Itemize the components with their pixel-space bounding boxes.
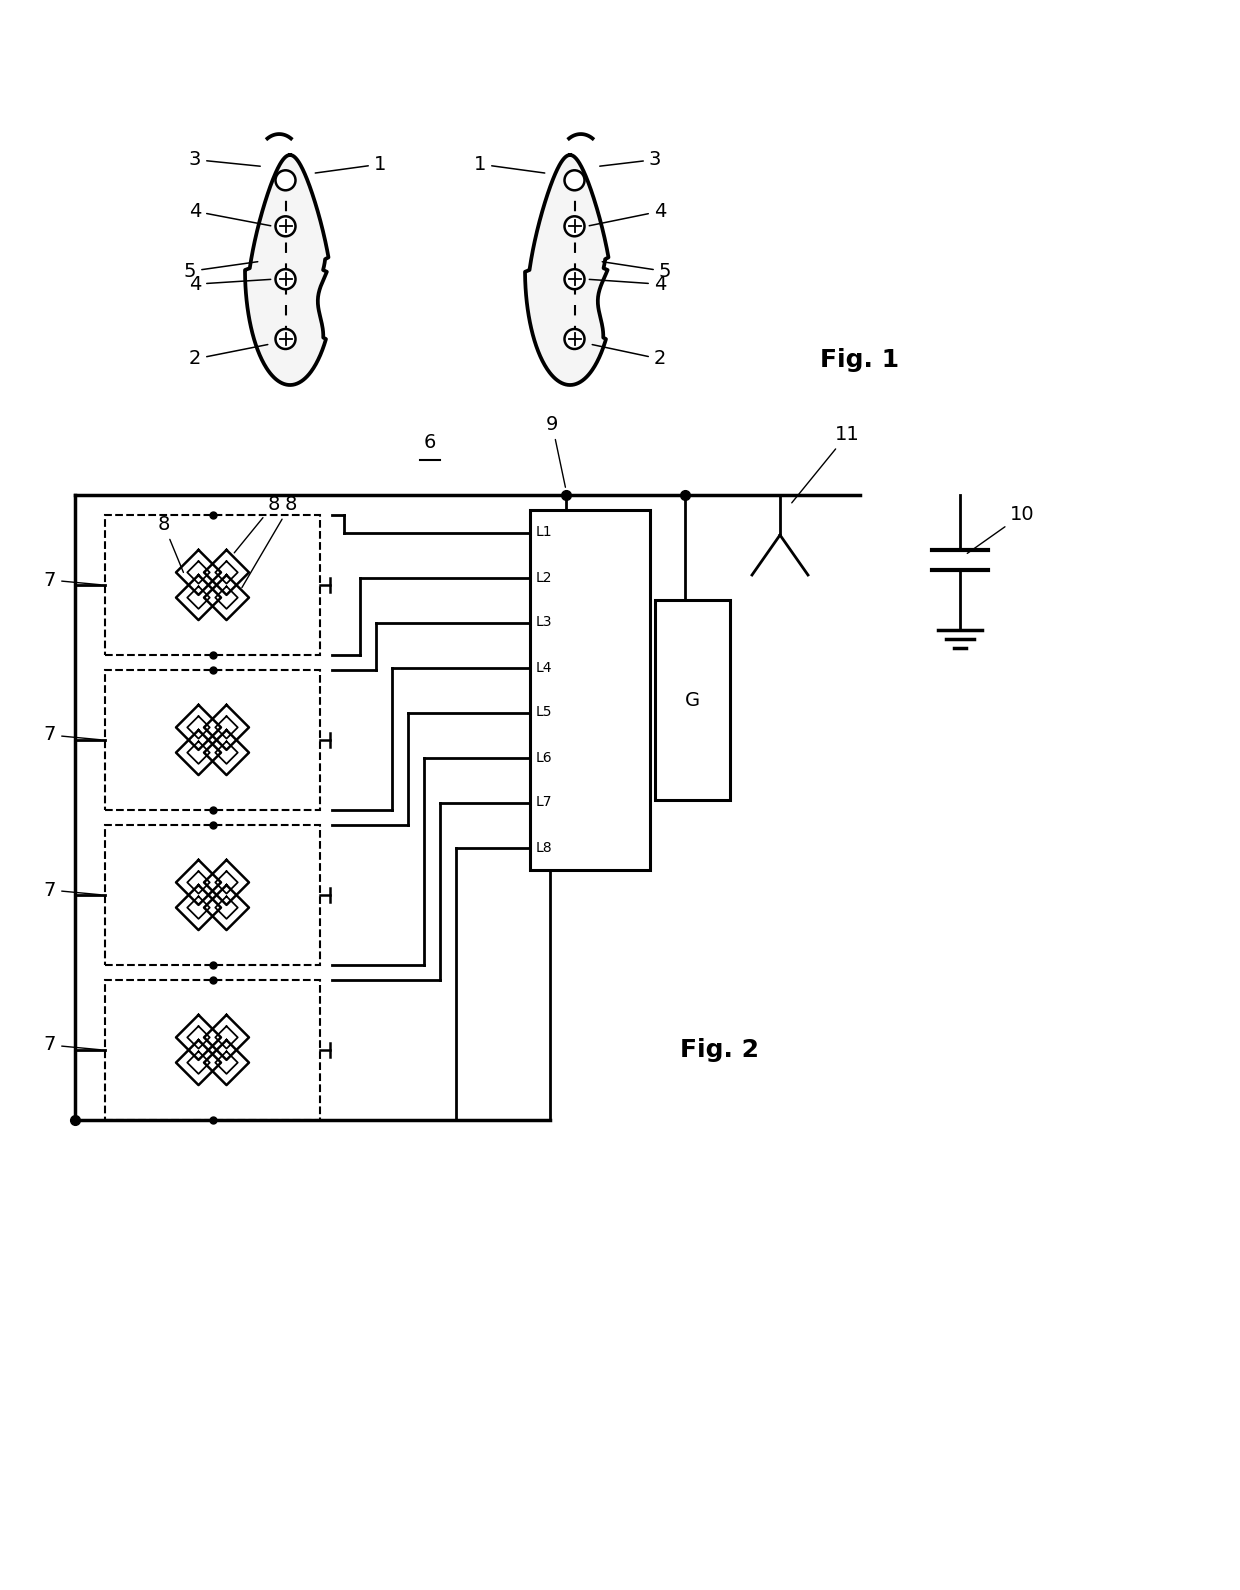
Text: 7: 7 [43,881,100,900]
Bar [105,825,320,965]
Text: 4: 4 [589,275,666,294]
Text: Fig. 1: Fig. 1 [820,348,899,372]
Circle shape [275,329,295,348]
Text: 5: 5 [603,262,671,281]
Text: 3: 3 [188,149,260,169]
Text: 1: 1 [315,154,386,173]
Bar [529,510,650,870]
Text: 7: 7 [43,1035,100,1054]
Circle shape [564,216,584,237]
Text: G: G [684,690,701,709]
Text: L3: L3 [536,615,553,630]
Text: 8: 8 [242,494,296,588]
Text: L2: L2 [536,571,553,585]
Text: 9: 9 [546,415,565,487]
Text: 4: 4 [188,275,270,294]
Bar [105,669,320,809]
Circle shape [564,170,584,191]
Circle shape [275,170,295,191]
Bar [105,979,320,1119]
Text: 8: 8 [234,494,280,553]
Text: 4: 4 [589,202,666,226]
Text: Fig. 2: Fig. 2 [680,1038,759,1062]
Text: L1: L1 [536,526,553,539]
Circle shape [564,269,584,289]
Text: L8: L8 [536,841,553,854]
Text: 3: 3 [600,149,661,169]
Bar [105,515,320,655]
Bar [655,599,730,800]
Circle shape [275,216,295,237]
Circle shape [564,329,584,348]
Text: 1: 1 [474,154,544,173]
Text: 4: 4 [188,202,270,226]
Text: L4: L4 [536,660,553,674]
Text: 5: 5 [184,262,258,281]
Polygon shape [246,154,329,385]
Text: 7: 7 [43,571,100,590]
Text: 7: 7 [43,725,100,744]
Text: 10: 10 [967,506,1034,553]
Text: 6: 6 [424,432,436,452]
Polygon shape [525,154,609,385]
Text: L6: L6 [536,750,553,765]
Text: 2: 2 [188,345,268,369]
Text: 8: 8 [157,515,184,572]
Text: 11: 11 [792,425,859,502]
Text: 2: 2 [593,345,666,369]
Text: L5: L5 [536,706,553,720]
Text: L7: L7 [536,795,553,809]
Circle shape [275,269,295,289]
